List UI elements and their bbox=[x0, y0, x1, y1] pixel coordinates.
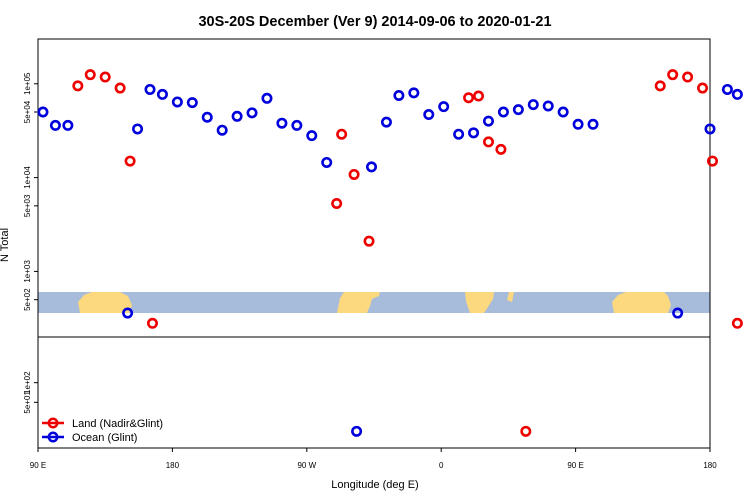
ocean-point bbox=[393, 89, 405, 101]
land-point bbox=[731, 317, 743, 329]
land-point bbox=[667, 69, 679, 81]
ocean-point bbox=[366, 161, 378, 173]
x-tick-label: 90 E bbox=[30, 461, 46, 470]
map-ocean bbox=[38, 292, 710, 313]
map-land-south-america bbox=[337, 292, 380, 313]
upper-y-tick-label: 1e+04 bbox=[23, 166, 32, 189]
land-point bbox=[114, 82, 126, 94]
axes: 90 E 180 90 W 0 90 E 180 5e+02 1e+03 5e+03 1e+04 5… bbox=[23, 72, 717, 470]
ocean-point bbox=[497, 106, 509, 118]
data-points bbox=[37, 69, 743, 437]
land-point bbox=[146, 317, 158, 329]
ocean-point bbox=[512, 104, 524, 116]
x-tick-label: 180 bbox=[703, 461, 717, 470]
ocean-point bbox=[231, 110, 243, 122]
ocean-point bbox=[171, 96, 183, 108]
legend-ocean-marker bbox=[47, 431, 59, 443]
land-point bbox=[682, 71, 694, 83]
land-point bbox=[348, 168, 360, 180]
land-point bbox=[363, 235, 375, 247]
ocean-point bbox=[62, 119, 74, 131]
legend: Land (Nadir&Glint) Ocean (Glint) bbox=[42, 417, 163, 444]
upper-y-tick-label: 1e+05 bbox=[23, 72, 32, 95]
land-point bbox=[84, 69, 96, 81]
ocean-point bbox=[557, 106, 569, 118]
map-land-australia-repeat bbox=[612, 292, 671, 313]
ocean-point bbox=[276, 117, 288, 129]
ocean-point bbox=[572, 118, 584, 130]
land-point bbox=[697, 82, 709, 94]
ocean-point bbox=[156, 88, 168, 100]
ocean-point bbox=[49, 119, 61, 131]
ocean-point bbox=[321, 156, 333, 168]
ocean-point bbox=[201, 111, 213, 123]
ocean-point bbox=[186, 97, 198, 109]
ocean-point bbox=[527, 99, 539, 111]
land-point bbox=[706, 155, 718, 167]
land-point bbox=[520, 425, 532, 437]
x-axis-label: Longitude (deg E) bbox=[331, 479, 418, 491]
upper-y-tick-label: 5e+02 bbox=[23, 288, 32, 311]
x-tick-label: 0 bbox=[439, 461, 444, 470]
map-land-africa bbox=[465, 292, 494, 313]
land-point bbox=[336, 128, 348, 140]
ocean-point bbox=[246, 107, 258, 119]
x-tick-label: 90 E bbox=[567, 461, 583, 470]
ocean-point bbox=[216, 124, 228, 136]
ocean-point bbox=[291, 119, 303, 131]
lower-y-tick-label: 1e+02 bbox=[23, 371, 32, 394]
land-point bbox=[654, 80, 666, 92]
land-point bbox=[72, 80, 84, 92]
legend-land-label: Land (Nadir&Glint) bbox=[72, 418, 163, 430]
ocean-point bbox=[408, 87, 420, 99]
ocean-point bbox=[453, 128, 465, 140]
land-point bbox=[124, 155, 136, 167]
upper-y-tick-label: 5e+04 bbox=[23, 100, 32, 123]
ocean-point bbox=[731, 88, 743, 100]
land-point bbox=[99, 71, 111, 83]
ocean-point bbox=[482, 115, 494, 127]
legend-land-marker bbox=[47, 417, 59, 429]
upper-y-tick-label: 1e+03 bbox=[23, 260, 32, 283]
ocean-point bbox=[122, 307, 134, 319]
ocean-point bbox=[380, 116, 392, 128]
y-axis-label: N Total bbox=[0, 228, 11, 262]
ocean-point bbox=[542, 100, 554, 112]
upper-y-tick-label: 5e+03 bbox=[23, 194, 32, 217]
land-point bbox=[463, 92, 475, 104]
land-point bbox=[482, 136, 494, 148]
ocean-point bbox=[438, 101, 450, 113]
x-tick-label: 90 W bbox=[297, 461, 316, 470]
ocean-point bbox=[351, 425, 363, 437]
legend-ocean-label: Ocean (Glint) bbox=[72, 432, 137, 444]
lower-panel-frame bbox=[37, 336, 711, 449]
ocean-point bbox=[423, 109, 435, 121]
lower-y-tick-label: 5e+01 bbox=[23, 391, 32, 414]
ocean-point bbox=[468, 127, 480, 139]
chart-title: 30S-20S December (Ver 9) 2014-09-06 to 2… bbox=[198, 14, 551, 30]
land-point bbox=[331, 197, 343, 209]
ocean-point bbox=[306, 130, 318, 142]
map-land-madagascar bbox=[507, 292, 514, 302]
ocean-point bbox=[37, 106, 49, 118]
ocean-point bbox=[704, 123, 716, 135]
world-map-strip bbox=[38, 292, 710, 313]
ocean-point bbox=[721, 83, 733, 95]
land-point bbox=[495, 143, 507, 155]
ocean-point bbox=[261, 92, 273, 104]
x-tick-label: 180 bbox=[166, 461, 180, 470]
ocean-point bbox=[587, 118, 599, 130]
map-land-australia bbox=[78, 292, 132, 313]
ocean-point bbox=[132, 123, 144, 135]
ocean-point bbox=[672, 307, 684, 319]
ocean-point bbox=[144, 83, 156, 95]
land-point bbox=[473, 90, 485, 102]
